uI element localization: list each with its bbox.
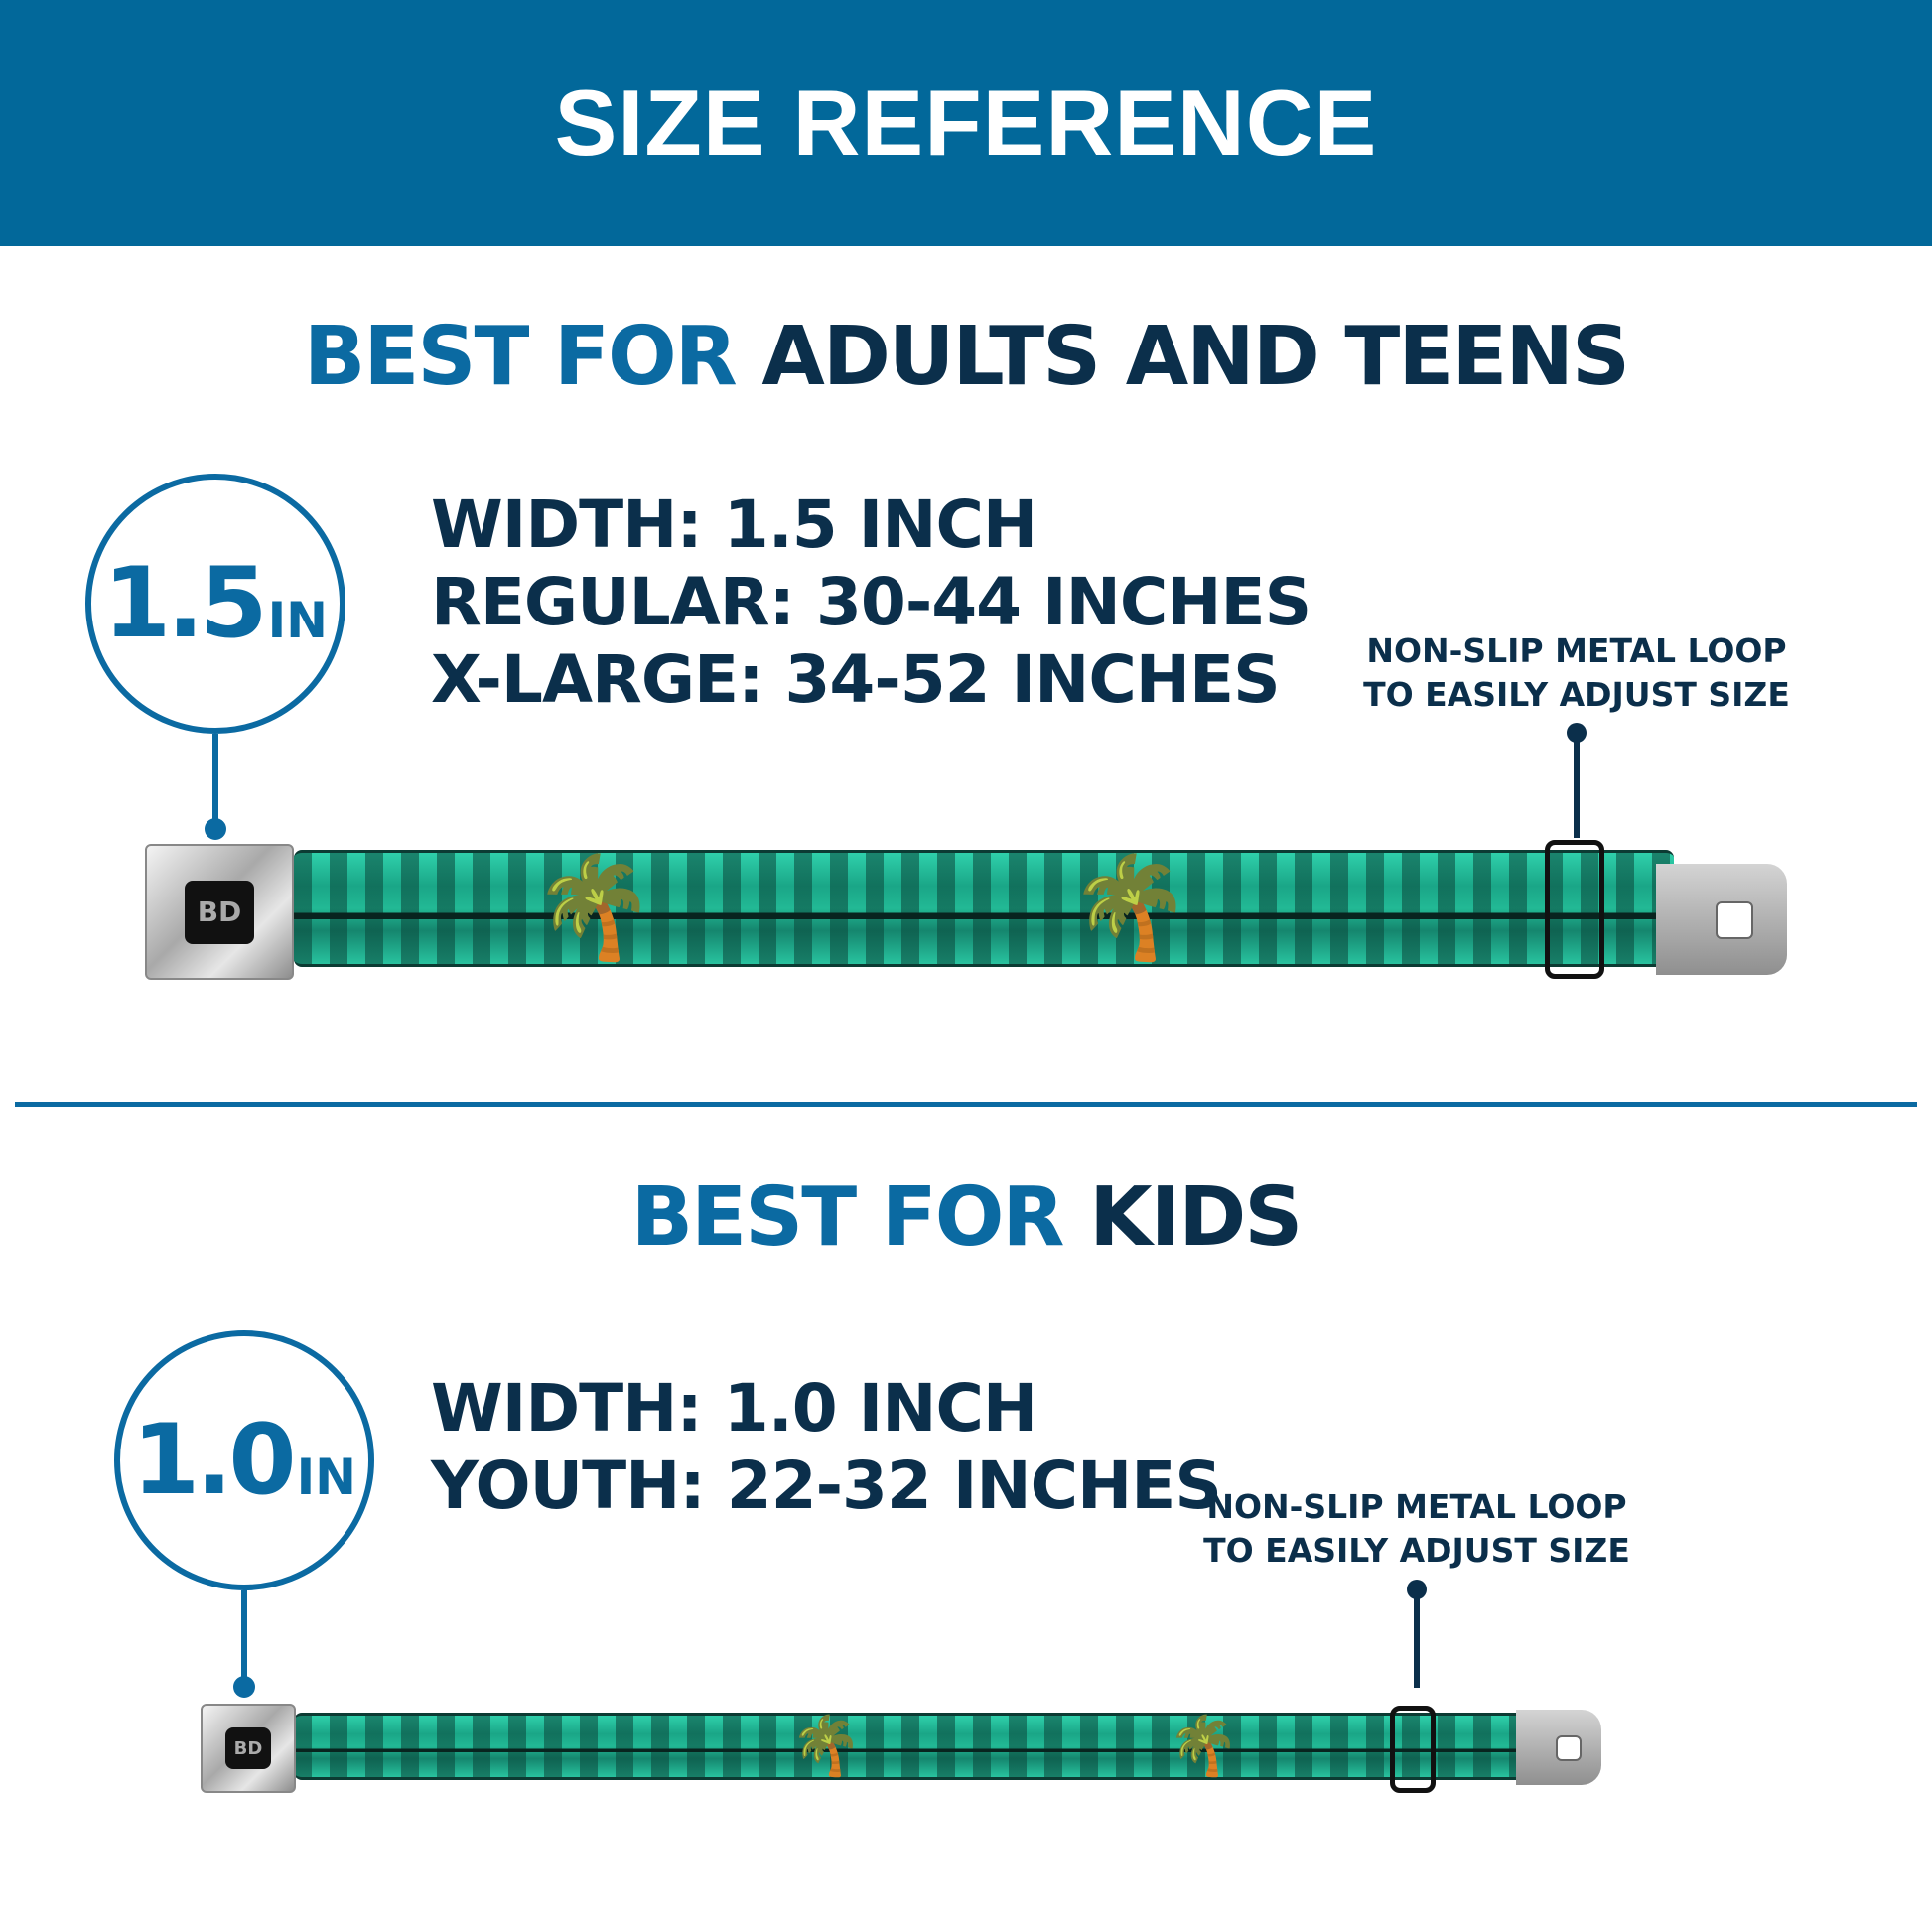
- kids-specs: WIDTH: 1.0 INCH YOUTH: 22-32 INCHES: [431, 1370, 1222, 1525]
- badge-number: 1.0: [131, 1404, 297, 1517]
- adult-specs: WIDTH: 1.5 INCH REGULAR: 30-44 INCHES X-…: [431, 486, 1311, 719]
- header-banner: [0, 0, 1932, 246]
- section-divider: [15, 1102, 1917, 1107]
- loop-callout-line: TO EASILY ADJUST SIZE: [1203, 1531, 1630, 1570]
- width-badge-1-5: 1.5 IN: [85, 474, 345, 734]
- loop-callout-line: NON-SLIP METAL LOOP: [1206, 1487, 1627, 1526]
- title-suffix: KIDS: [1089, 1171, 1303, 1265]
- buckle-logo: BD: [233, 1737, 263, 1759]
- loop-callout: NON-SLIP METAL LOOP TO EASILY ADJUST SIZ…: [1328, 629, 1825, 717]
- badge-pointer-dot: [205, 818, 226, 840]
- spec-regular: REGULAR: 30-44 INCHES: [431, 564, 1311, 640]
- belt-tip-large: [1656, 864, 1787, 975]
- spec-youth: YOUTH: 22-32 INCHES: [431, 1448, 1222, 1524]
- spec-xlarge: X-LARGE: 34-52 INCHES: [431, 641, 1281, 718]
- adults-section-title: BEST FOR ADULTS AND TEENS: [0, 308, 1932, 407]
- buckle-logo: BD: [197, 896, 242, 928]
- spec-width: WIDTH: 1.5 INCH: [431, 486, 1037, 563]
- palm-tree-icon: 🌴: [1068, 849, 1192, 965]
- badge-pointer-dot: [233, 1676, 255, 1698]
- width-badge-1-0: 1.0 IN: [114, 1330, 374, 1590]
- loop-pointer-line: [1574, 733, 1580, 838]
- kids-section-title: BEST FOR KIDS: [0, 1169, 1932, 1268]
- buckle-large: BD: [145, 844, 294, 980]
- badge-pointer-line: [241, 1590, 247, 1682]
- belt-tip-small: [1516, 1710, 1601, 1785]
- badge-pointer-line: [212, 734, 218, 823]
- buckle-small: BD: [201, 1704, 296, 1793]
- loop-callout-line: NON-SLIP METAL LOOP: [1366, 631, 1787, 670]
- palm-tree-icon: 🌴: [532, 849, 656, 965]
- badge-number: 1.5: [102, 547, 268, 660]
- loop-callout-line: TO EASILY ADJUST SIZE: [1363, 675, 1790, 714]
- page-title: SIZE REFERENCE: [554, 70, 1378, 175]
- palm-tree-icon: 🌴: [790, 1712, 863, 1779]
- badge-unit: IN: [267, 592, 329, 649]
- belt-strap-small: 🌴 🌴: [294, 1713, 1525, 1780]
- title-prefix: BEST FOR: [303, 310, 738, 404]
- metal-loop-large: [1545, 840, 1604, 979]
- loop-pointer-line: [1414, 1588, 1420, 1688]
- metal-loop-small: [1390, 1706, 1436, 1793]
- palm-tree-icon: 🌴: [1168, 1712, 1240, 1779]
- spec-width: WIDTH: 1.0 INCH: [431, 1370, 1037, 1447]
- badge-unit: IN: [296, 1449, 357, 1506]
- title-prefix: BEST FOR: [630, 1171, 1065, 1265]
- title-suffix: ADULTS AND TEENS: [761, 310, 1630, 404]
- loop-callout: NON-SLIP METAL LOOP TO EASILY ADJUST SIZ…: [1169, 1485, 1665, 1573]
- belt-strap-large: 🌴 🌴: [294, 850, 1674, 967]
